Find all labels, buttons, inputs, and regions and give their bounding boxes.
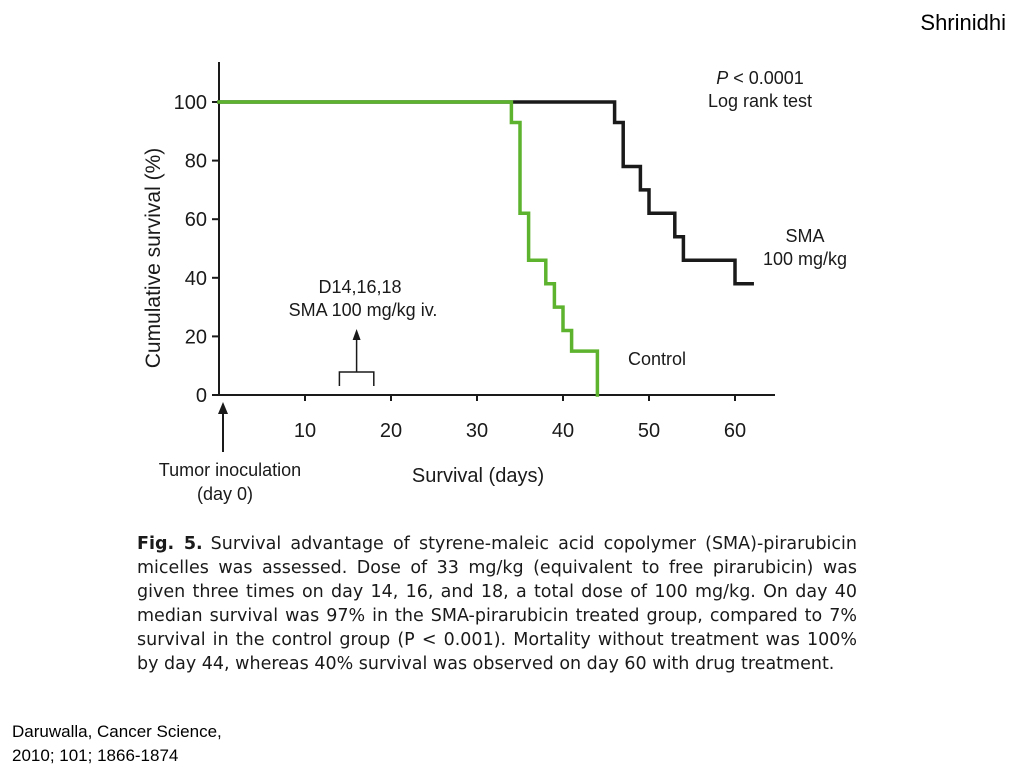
- inoculation-annotation: Tumor inoculation (day 0): [159, 402, 301, 504]
- x-tick-label-40: 40: [552, 420, 574, 442]
- x-tick-label-30: 30: [466, 420, 488, 442]
- y-tick-label-0: 0: [196, 385, 207, 407]
- dosing-marks: [338, 329, 375, 386]
- y-tick-label-40: 40: [185, 268, 207, 290]
- x-tick-label-10: 10: [294, 420, 316, 442]
- sma-series-label: SMA 100 mg/kg: [763, 226, 847, 269]
- inoculation-arrow: [218, 402, 228, 452]
- y-tick-label-80: 80: [185, 151, 207, 173]
- p-value-text: P < 0.0001: [716, 68, 804, 88]
- series-layer: [217, 100, 754, 397]
- x-axis: 10 20 30 40 50 60 Survival (days): [219, 394, 775, 487]
- figure-caption: Fig. 5. Survival advantage of styrene-mal…: [137, 532, 857, 676]
- y-tick-label-20: 20: [185, 326, 207, 348]
- survival-chart: 0 20 40 60 80 100 Cumulative survival (%) 10 2…: [142, 62, 847, 504]
- caption-text: Survival advantage of styrene-maleic aci…: [137, 534, 857, 674]
- inoculation-line-2: (day 0): [197, 484, 253, 504]
- p-value: < 0.0001: [728, 68, 804, 88]
- citation-line-1: Daruwalla, Cancer Science,: [12, 722, 222, 741]
- x-tick-label-50: 50: [638, 420, 660, 442]
- citation: Daruwalla, Cancer Science, 2010; 101; 18…: [12, 720, 222, 768]
- y-tick-label-100: 100: [174, 92, 207, 114]
- y-axis: 0 20 40 60 80 100 Cumulative survival (%): [142, 62, 220, 407]
- dosing-days-text: D14,16,18: [318, 277, 401, 297]
- dosing-annotation: D14,16,18 SMA 100 mg/kg iv.: [289, 277, 438, 386]
- y-ticks: 0 20 40 60 80 100: [174, 92, 219, 407]
- sma-label-line-1: SMA: [785, 226, 824, 246]
- log-rank-test-text: Log rank test: [708, 91, 812, 111]
- inoculation-line-1: Tumor inoculation: [159, 460, 301, 480]
- control-series-label: Control: [628, 349, 686, 369]
- x-tick-label-20: 20: [380, 420, 402, 442]
- p-symbol: P: [716, 68, 728, 88]
- dosing-arrow-head: [352, 329, 361, 340]
- citation-line-2: 2010; 101; 1866-1874: [12, 746, 179, 765]
- figure-label: Fig. 5.: [137, 534, 203, 554]
- slide-author: Shrinidhi: [920, 10, 1006, 35]
- series-line-control: [217, 100, 600, 397]
- y-axis-label: Cumulative survival (%): [142, 148, 165, 369]
- dosing-dose-text: SMA 100 mg/kg iv.: [289, 300, 438, 320]
- stats-annotation: P < 0.0001 Log rank test: [708, 68, 812, 111]
- x-axis-label: Survival (days): [412, 465, 544, 487]
- sma-label-line-2: 100 mg/kg: [763, 249, 847, 269]
- series-line-sma: [217, 100, 754, 286]
- x-tick-label-60: 60: [724, 420, 746, 442]
- dosing-bracket: [338, 371, 375, 386]
- x-ticks: 10 20 30 40 50 60: [294, 395, 746, 442]
- inoculation-arrow-head: [218, 402, 228, 414]
- y-tick-label-60: 60: [185, 209, 207, 231]
